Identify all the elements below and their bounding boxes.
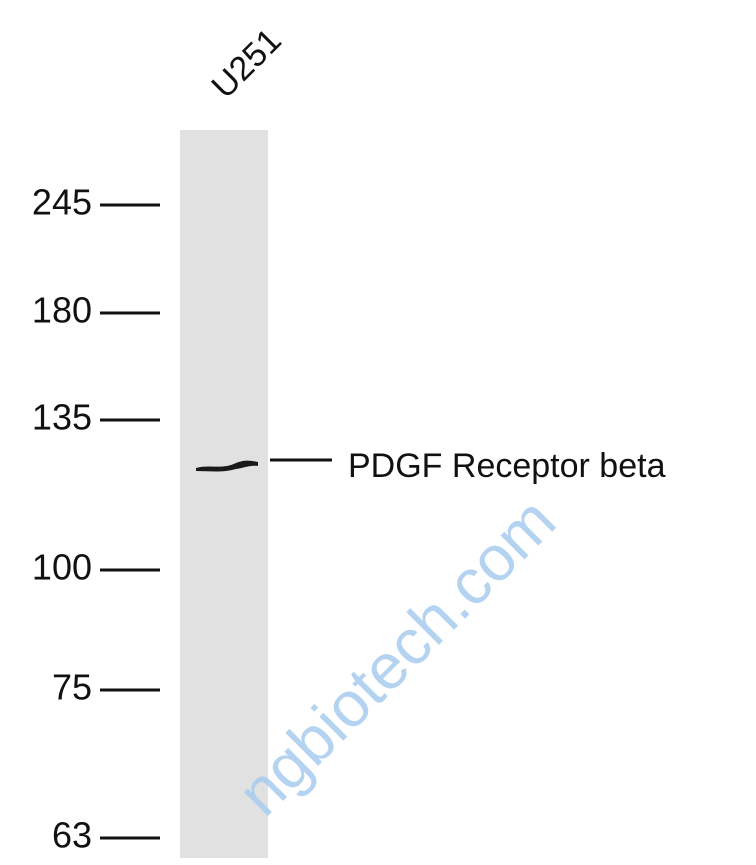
marker-label: 245 — [32, 182, 92, 223]
marker-label: 135 — [32, 397, 92, 438]
western-blot: PDGF Receptor beta U251 ngbiotech.com 24… — [0, 0, 756, 865]
band-label: PDGF Receptor beta — [348, 447, 666, 485]
marker-label: 75 — [52, 667, 92, 708]
marker-label: 63 — [52, 815, 92, 856]
marker-label: 100 — [32, 547, 92, 588]
background — [0, 0, 756, 865]
marker-label: 180 — [32, 290, 92, 331]
